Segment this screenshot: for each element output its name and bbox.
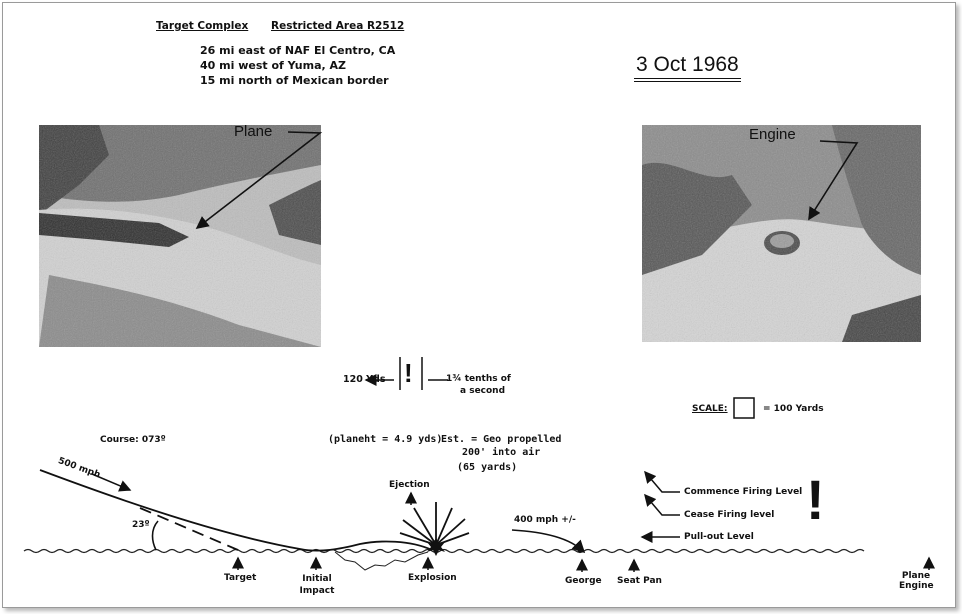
ejection-label: Ejection <box>389 480 430 490</box>
engine-label: Engine <box>749 126 796 143</box>
angle-arc <box>151 520 159 551</box>
explosion-label: Explosion <box>408 573 457 583</box>
seat-pan-label: Seat Pan <box>617 576 662 586</box>
scale-label: SCALE: <box>692 404 728 414</box>
angle-label: 23º <box>132 520 150 530</box>
explosion-burst <box>399 502 470 556</box>
engine-photo: Engine <box>642 125 921 342</box>
date-label: 3 Oct 1968 <box>634 53 741 82</box>
ground-arrows <box>232 556 935 572</box>
plane-photo: Plane <box>39 125 321 347</box>
big-exclaim: ! <box>806 468 825 531</box>
location-line-1: 26 mi east of NAF El Centro, CA <box>200 44 396 57</box>
scale-box <box>733 397 755 419</box>
course-note: Course: 073º <box>100 435 166 445</box>
speed-out-label: 400 mph +/- <box>514 515 576 525</box>
estimate-line-3: (65 yards) <box>457 462 518 473</box>
timing-distance: 120 Yds <box>343 374 386 385</box>
level-cease-firing: Cease Firing level <box>684 510 775 520</box>
engine-pointer <box>808 140 859 221</box>
plane-pointer <box>195 131 323 229</box>
speed-in-arrow <box>91 473 132 492</box>
timing-duration-2: a second <box>460 386 506 396</box>
course-extension <box>139 507 239 551</box>
plane-engine-label-1: Plane <box>901 571 931 581</box>
plane-engine-label-2: Engine <box>899 581 934 591</box>
location-line-3: 15 mi north of Mexican border <box>200 74 389 87</box>
initial-impact-label-2: Impact <box>299 586 335 596</box>
level-commence-firing: Commence Firing Level <box>684 487 803 497</box>
target-label: Target <box>224 573 257 583</box>
timing-exclaim: ! <box>404 358 413 388</box>
plane-label: Plane <box>234 125 273 140</box>
george-label: George <box>565 576 602 586</box>
estimate-line-2: 200' into air <box>462 447 541 458</box>
scale-value: = 100 Yards <box>763 404 824 414</box>
header-right-title: Restricted Area R2512 <box>271 20 405 32</box>
crater <box>334 551 429 571</box>
level-arrows <box>640 470 680 543</box>
header-left-title: Target Complex <box>156 20 249 32</box>
flight-path <box>39 469 433 552</box>
initial-impact-label-1: Initial <box>302 574 332 584</box>
timing-bars <box>364 357 448 390</box>
location-line-2: 40 mi west of Yuma, AZ <box>200 59 347 72</box>
estimate-line-1: Est. = Geo propelled <box>441 434 562 445</box>
level-pull-out: Pull-out Level <box>684 532 754 542</box>
ground-line <box>23 548 865 554</box>
plane-height-note: (planeht = 4.9 yds) <box>328 434 443 445</box>
timing-duration-1: 1¾ tenths of <box>446 374 511 384</box>
speed-out-arrow <box>511 529 586 554</box>
george-marker <box>577 547 583 553</box>
